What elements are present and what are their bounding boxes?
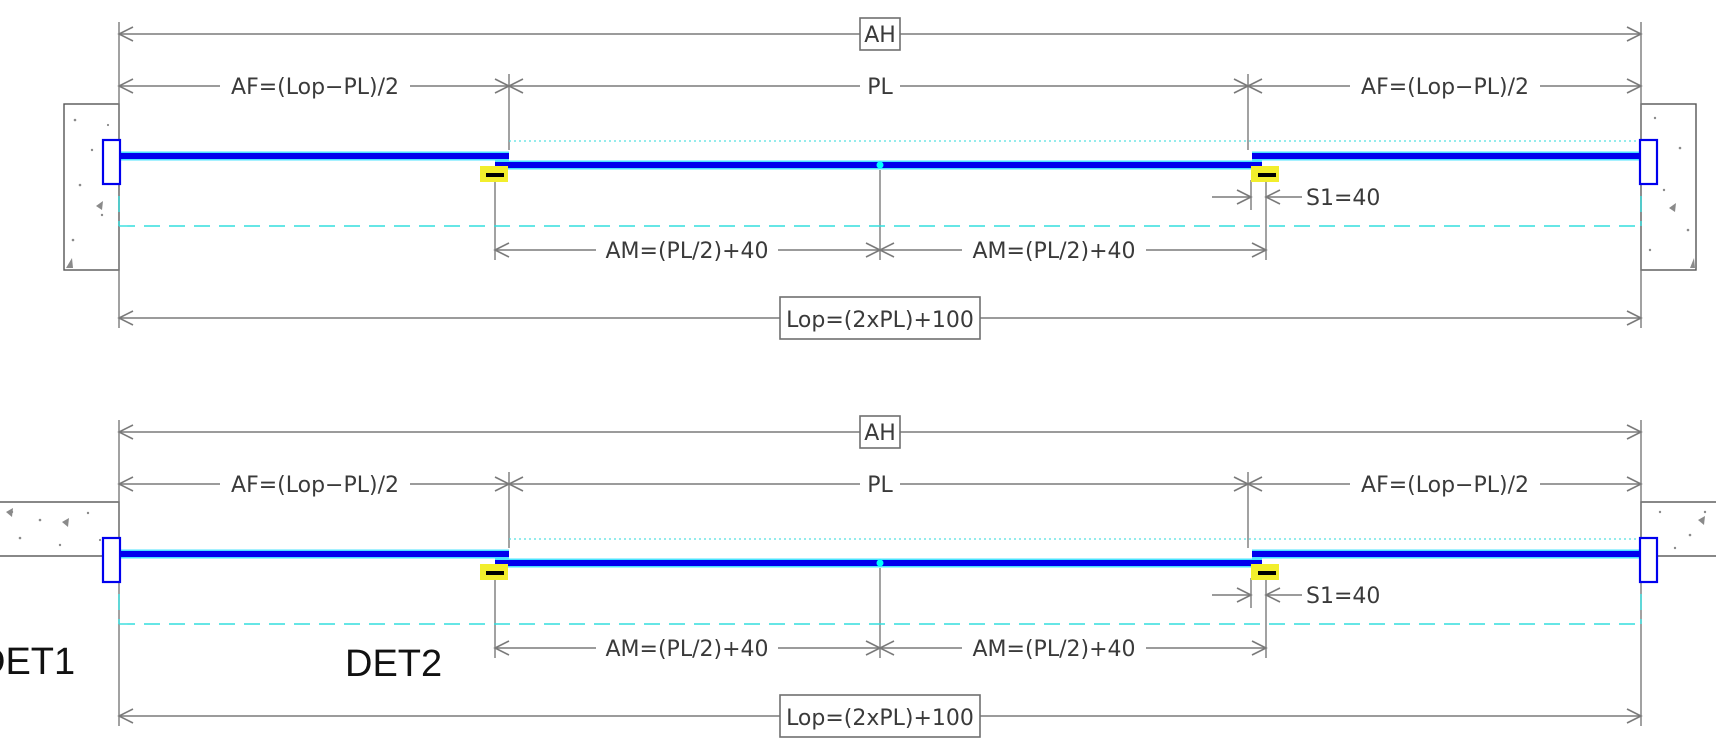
- dim-am-row-1: AM=(PL/2)+40 AM=(PL/2)+40: [493, 239, 1268, 264]
- detail-2: AH AF=(Lop−PL)/2 PL AF=(Lop−PL)/2: [0, 415, 1716, 738]
- right-wall-1: [1640, 103, 1697, 271]
- dim-lop-1: Lop=(2xPL)+100: [117, 296, 1643, 340]
- dim-s1-1: S1=40: [1212, 186, 1380, 211]
- label-s1-2: S1=40: [1306, 584, 1380, 609]
- label-af-right-2: AF=(Lop−PL)/2: [1361, 473, 1529, 498]
- left-wall-1: [63, 103, 120, 271]
- dim-lop-2: Lop=(2xPL)+100: [117, 694, 1643, 738]
- dim-am-row-2: AM=(PL/2)+40 AM=(PL/2)+40: [493, 637, 1268, 662]
- label-af-left-2: AF=(Lop−PL)/2: [231, 473, 399, 498]
- track-assembly-1: [101, 138, 1659, 186]
- detail-1: AH AF=(Lop−PL)/2 PL AF=(Lop−PL)/2: [63, 17, 1697, 340]
- label-am-left-2: AM=(PL/2)+40: [606, 637, 769, 662]
- dim-af-pl-row-1: AF=(Lop−PL)/2 PL AF=(Lop−PL)/2: [117, 75, 1643, 100]
- dim-ah-2: AH: [117, 415, 1643, 449]
- extension-lines-1: [118, 22, 1642, 328]
- label-af-right-1: AF=(Lop−PL)/2: [1361, 75, 1529, 100]
- label-ah-1: AH: [864, 23, 896, 48]
- dim-af-pl-row-2: AF=(Lop−PL)/2 PL AF=(Lop−PL)/2: [117, 473, 1643, 498]
- label-am-right-1: AM=(PL/2)+40: [973, 239, 1136, 264]
- label-am-right-2: AM=(PL/2)+40: [973, 637, 1136, 662]
- label-pl-2: PL: [867, 473, 893, 498]
- detail-title-det2: DET2: [345, 643, 442, 685]
- dim-ah-1: AH: [117, 17, 1643, 51]
- slab-speckles-2: [6, 508, 1707, 550]
- dim-s1-2: S1=40: [1212, 584, 1380, 609]
- label-lop-1: Lop=(2xPL)+100: [786, 308, 974, 333]
- wall-speckles-1: [66, 116, 1695, 268]
- left-slab-2: [0, 501, 120, 557]
- label-ah-2: AH: [864, 421, 896, 446]
- label-af-left-1: AF=(Lop−PL)/2: [231, 75, 399, 100]
- track-assembly-2: [101, 536, 1659, 584]
- label-s1-1: S1=40: [1306, 186, 1380, 211]
- detail-title-det1: DET1: [0, 641, 75, 683]
- label-lop-2: Lop=(2xPL)+100: [786, 706, 974, 731]
- label-pl-1: PL: [867, 75, 893, 100]
- label-am-left-1: AM=(PL/2)+40: [606, 239, 769, 264]
